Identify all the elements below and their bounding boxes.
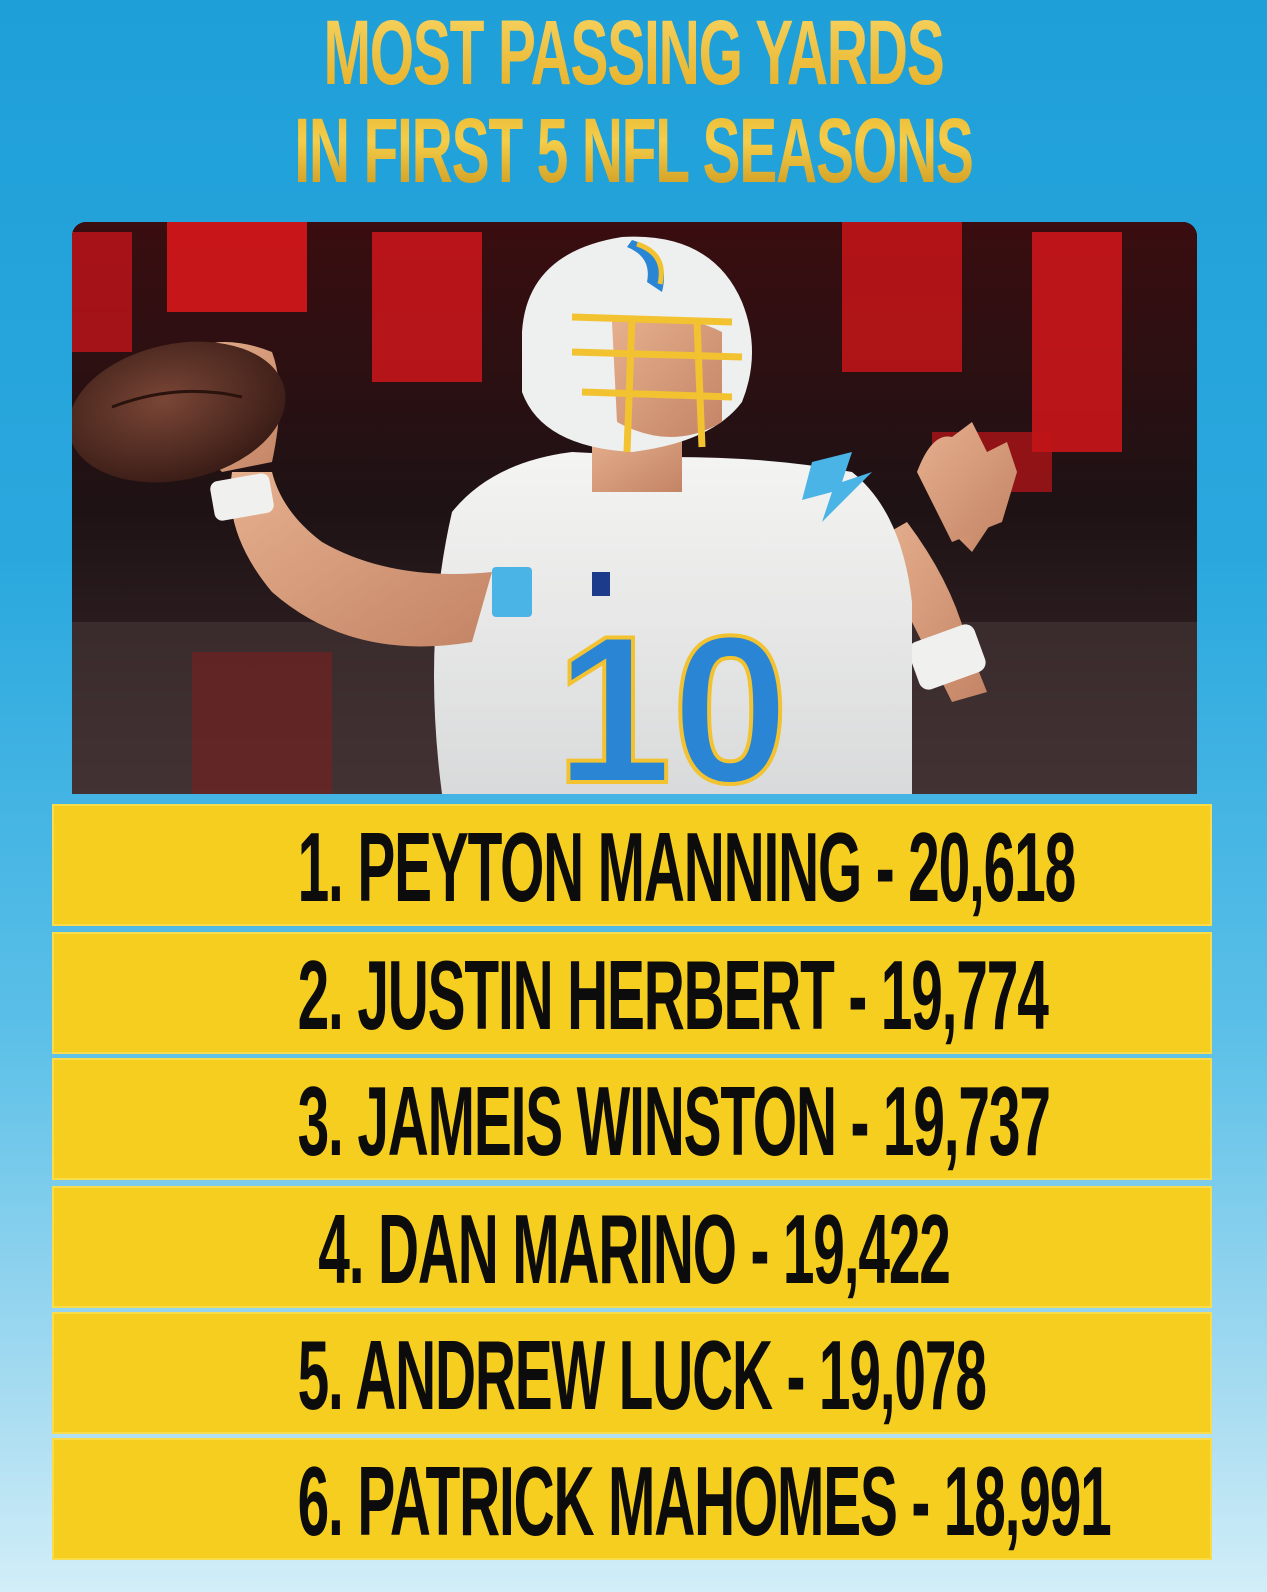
ranking-text: 6. PATRICK MAHOMES - 18,991 <box>297 1446 1112 1556</box>
ranking-text: 2. JUSTIN HERBERT - 19,774 <box>297 940 1049 1050</box>
jersey-number: 10 <box>555 592 789 794</box>
ranking-text: 1. PEYTON MANNING - 20,618 <box>297 812 1077 922</box>
page-title: MOST PASSING YARDS IN FIRST 5 NFL SEASON… <box>241 4 1027 200</box>
quarterback-throwing-illustration: 10 <box>72 222 1197 794</box>
ranking-row-6: 6. PATRICK MAHOMES - 18,991 <box>52 1438 1212 1560</box>
title-line-1: MOST PASSING YARDS <box>323 2 944 104</box>
ranking-text: 4. DAN MARINO - 19,422 <box>318 1194 951 1304</box>
player-photo: 10 <box>72 222 1197 794</box>
ranking-text: 3. JAMEIS WINSTON - 19,737 <box>297 1066 1051 1176</box>
ranking-row-1: 1. PEYTON MANNING - 20,618 <box>52 804 1212 926</box>
ranking-row-3: 3. JAMEIS WINSTON - 19,737 <box>52 1058 1212 1180</box>
title-line-2: IN FIRST 5 NFL SEASONS <box>294 100 973 202</box>
ranking-row-5: 5. ANDREW LUCK - 19,078 <box>52 1312 1212 1434</box>
ranking-row-2: 2. JUSTIN HERBERT - 19,774 <box>52 932 1212 1054</box>
ranking-row-4: 4. DAN MARINO - 19,422 <box>52 1186 1212 1308</box>
ranking-text: 5. ANDREW LUCK - 19,078 <box>297 1320 987 1430</box>
